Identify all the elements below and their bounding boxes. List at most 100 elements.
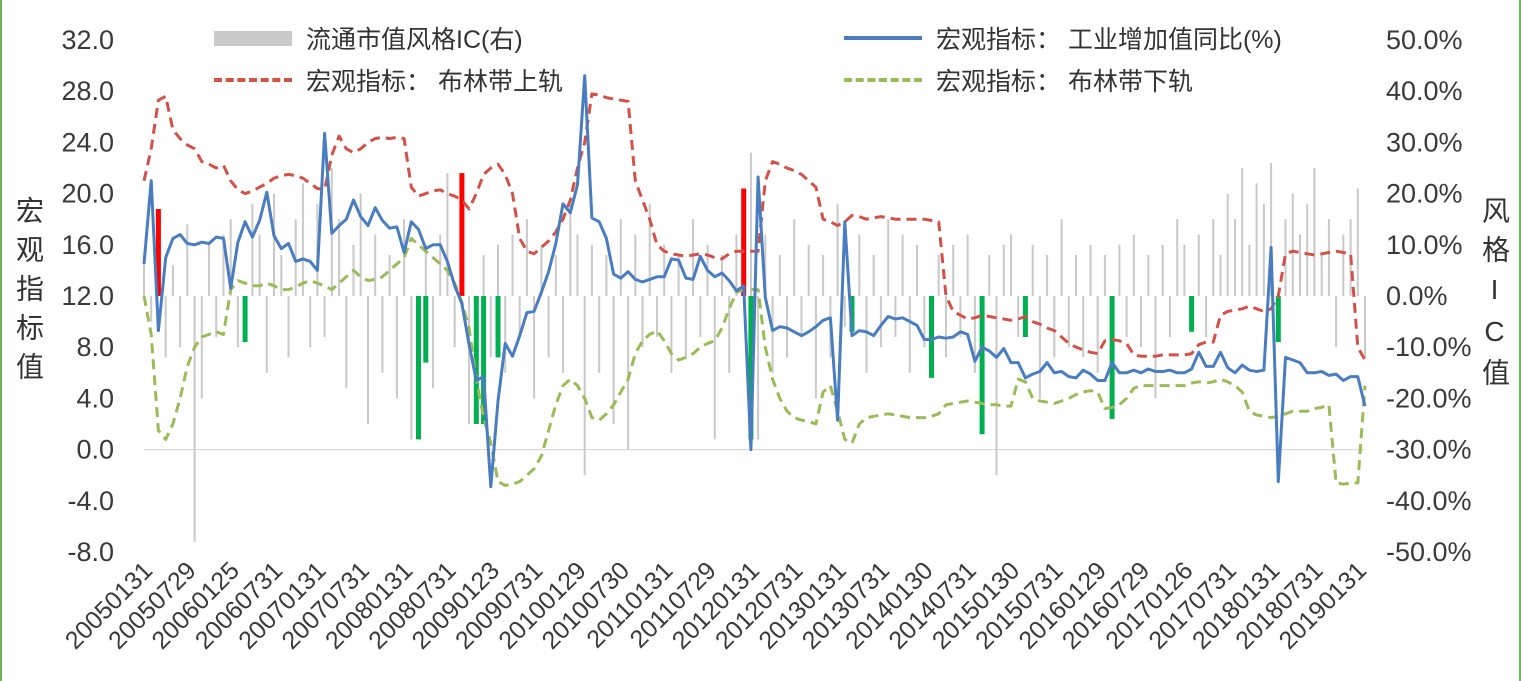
legend-item-lower-band: 宏观指标： 布林带下轨	[844, 62, 1193, 98]
legend-label-lower-band: 宏观指标： 布林带下轨	[936, 68, 1193, 96]
ic-bar	[1031, 244, 1034, 296]
ic-bar	[1270, 162, 1273, 296]
ic-bar	[186, 224, 189, 296]
ic-bar	[446, 173, 449, 296]
ic-bar	[619, 219, 622, 296]
ic-bar	[171, 265, 174, 296]
ic-bar	[1205, 296, 1208, 337]
ic-bar	[395, 296, 398, 399]
ic-bar	[634, 234, 637, 296]
ic-bar	[865, 296, 868, 373]
ic-bar	[771, 296, 774, 373]
ic-bar	[323, 296, 326, 337]
y-left-tick-label: 24.0	[61, 127, 114, 157]
right-axis-title: 风格IC值	[1479, 196, 1510, 397]
y-right-tick-label: 30.0%	[1386, 127, 1463, 157]
ic-bar	[504, 296, 507, 373]
legend-item-ic: 流通市值风格IC(右)	[214, 20, 523, 56]
ic-bar	[403, 219, 406, 296]
ic-bar	[547, 296, 550, 358]
y-left-tick-label: 20.0	[61, 179, 114, 209]
y-left-tick-label: 28.0	[61, 76, 114, 106]
legend-label-ic: 流通市值风格IC(右)	[306, 26, 523, 54]
ic-bar	[590, 244, 593, 296]
ic-bar-swatch-icon	[214, 30, 292, 46]
ic-bar	[1241, 168, 1244, 296]
ic-bar	[1342, 234, 1345, 296]
ic-bar	[764, 234, 767, 296]
ic-bar	[1183, 244, 1186, 296]
ic-bar	[309, 296, 312, 348]
ic-bar	[1356, 188, 1359, 296]
ic-bar	[699, 296, 702, 337]
signal-bar	[242, 296, 248, 343]
ic-bar	[1046, 255, 1049, 296]
y-left-tick-label: 4.0	[76, 383, 114, 413]
ic-bar	[1176, 219, 1179, 296]
y-right-tick-label: -40.0%	[1386, 486, 1472, 516]
y-right-tick-label: 40.0%	[1386, 76, 1463, 106]
ic-bar	[1140, 296, 1142, 348]
ic-bar	[200, 296, 203, 399]
ic-bar	[793, 219, 796, 296]
ic-bar	[778, 255, 781, 296]
ic-bar	[749, 152, 752, 296]
ic-bar	[1010, 234, 1012, 296]
ic-bar	[432, 296, 434, 389]
ic-bar	[1103, 255, 1106, 296]
ic-bar	[439, 234, 442, 296]
ic-bar	[1132, 234, 1135, 296]
ic-bar	[605, 255, 608, 296]
ic-bar	[1060, 219, 1063, 296]
signal-bar	[748, 296, 754, 440]
ic-bar	[1118, 244, 1121, 296]
ic-bar	[648, 203, 651, 296]
ic-bar	[735, 234, 738, 296]
ic-bar	[410, 296, 413, 440]
ic-bar	[627, 296, 630, 450]
ic-bar	[562, 296, 564, 373]
ic-bar	[540, 244, 543, 296]
ic-bar	[424, 244, 427, 296]
ic-bar	[1053, 296, 1056, 358]
y-right-tick-label: -30.0%	[1386, 435, 1472, 465]
ic-bar	[1038, 296, 1041, 399]
y-right-tick-label: -10.0%	[1386, 332, 1472, 362]
ic-bar	[641, 296, 644, 348]
signal-bar	[1189, 296, 1195, 332]
ic-bar	[1168, 296, 1171, 337]
ic-bar	[1299, 234, 1301, 296]
ic-bar	[482, 255, 485, 296]
ic-bar	[843, 296, 846, 327]
ic-bar	[1219, 255, 1222, 296]
ic-bar	[338, 219, 341, 296]
ic-bar	[966, 234, 969, 296]
ic-bar	[995, 296, 998, 476]
industrial-line-swatch-icon	[844, 36, 922, 40]
ic-bar	[807, 244, 810, 296]
ic-bar	[359, 193, 362, 296]
ic-bar	[367, 296, 369, 424]
ic-bar	[1212, 219, 1215, 296]
ic-bar	[1075, 255, 1077, 296]
ic-bar	[345, 296, 348, 389]
ic-bar	[1306, 203, 1309, 296]
ic-bar	[569, 203, 572, 296]
ic-bar	[236, 296, 239, 348]
y-right-tick-label: -50.0%	[1386, 537, 1472, 567]
ic-bar	[1161, 244, 1164, 296]
y-right-tick-label: 50.0%	[1386, 25, 1463, 55]
legend-label-industrial: 宏观指标： 工业增加值同比(%)	[936, 26, 1282, 54]
ic-bar	[670, 296, 673, 373]
ic-bar	[468, 296, 471, 424]
ic-bar	[1089, 244, 1092, 296]
ic-bar	[1248, 244, 1251, 296]
ic-bar	[215, 296, 218, 337]
ic-bar	[1364, 296, 1366, 358]
ic-bar	[952, 244, 955, 296]
ic-bar	[193, 296, 196, 542]
ic-bar	[692, 219, 695, 296]
ic-bar	[887, 219, 890, 296]
ic-bar	[258, 234, 261, 296]
